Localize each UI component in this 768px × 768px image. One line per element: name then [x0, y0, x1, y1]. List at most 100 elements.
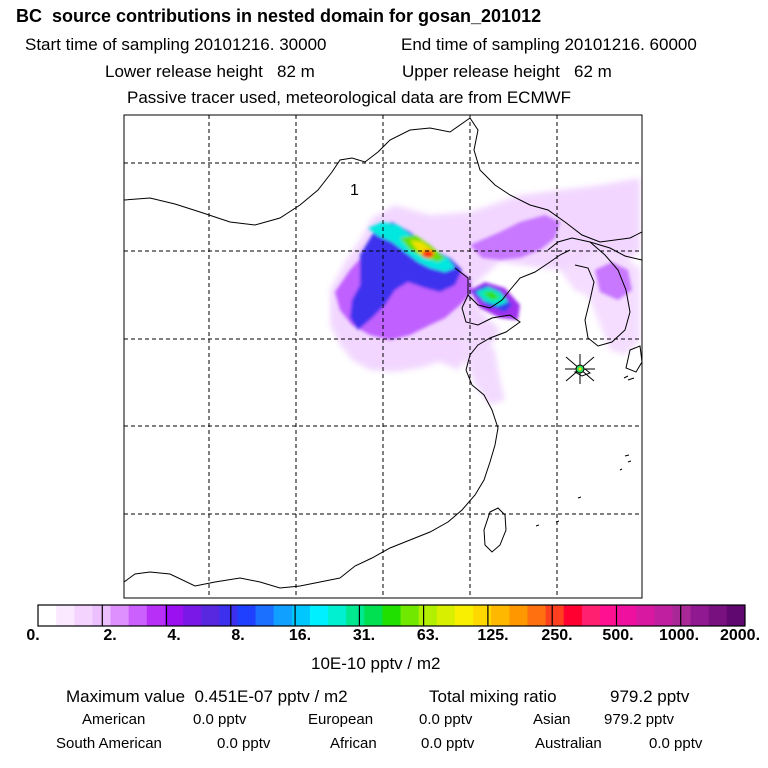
source-asian-label: Asian — [533, 711, 571, 728]
colorbar-tick-label: 250. — [541, 627, 573, 644]
colorbar-units: 10E-10 pptv / m2 — [311, 654, 441, 673]
plume-green-bohai — [482, 291, 500, 300]
map-grid — [124, 115, 642, 598]
colorbar-tick-label: 0. — [26, 627, 40, 644]
japan-kyushu — [625, 345, 642, 373]
colorbar-cell — [491, 605, 510, 626]
colorbar-cell — [56, 605, 75, 626]
plume-red-core — [422, 250, 434, 258]
colorbar-cell — [672, 605, 692, 626]
colorbar-cell — [164, 605, 184, 626]
colorbar-cell — [545, 605, 565, 626]
colorbar-cell — [273, 605, 293, 626]
colorbar-tick-label: 31. — [352, 627, 376, 644]
plume-purple-east — [595, 262, 632, 300]
release-point-label: 1 — [350, 182, 359, 199]
total-mixing-ratio-label: Total mixing ratio — [429, 687, 557, 706]
upper-release-height: Upper release height 62 m — [402, 62, 612, 81]
colorbar-cell — [563, 605, 583, 626]
colorbar-cell — [636, 605, 655, 626]
source-australian-label: Australian — [535, 735, 602, 752]
source-european-label: European — [308, 711, 374, 728]
east-china-coast — [339, 369, 499, 579]
colorbar-cell — [364, 605, 383, 626]
colorbar-cell — [708, 605, 728, 626]
lower-release-height: Lower release height 82 m — [105, 62, 315, 81]
map-area — [124, 115, 642, 598]
colorbar-cell — [436, 605, 456, 626]
plume-purple-ne — [470, 215, 560, 260]
colorbar-cell — [219, 605, 238, 626]
colorbar-cell — [346, 605, 365, 626]
colorbar-tick-label: 2. — [103, 627, 117, 644]
colorbar-tick-label: 1000. — [658, 627, 700, 644]
source-asian-value: 979.2 pptv — [604, 711, 675, 728]
concentration-field — [330, 178, 640, 405]
colorbar-cell — [128, 605, 148, 626]
plume-light-south — [460, 330, 505, 405]
colorbar-tick-label: 125. — [477, 627, 509, 644]
colorbar-tick-lines — [101, 605, 682, 626]
colorbar-cell — [146, 605, 166, 626]
colorbar-cell — [201, 605, 220, 626]
shandong-coast — [461, 294, 521, 371]
colorbar-cell — [309, 605, 329, 626]
colorbar-cell — [110, 605, 130, 626]
source-south-american-label: South American — [56, 735, 162, 752]
colorbar-cell — [291, 605, 311, 626]
tracer-info: Passive tracer used, meteorological data… — [127, 88, 572, 107]
korea-coast — [574, 241, 631, 347]
colorbar-cell — [400, 605, 420, 626]
colorbar-cell — [654, 605, 673, 626]
colorbar-cell — [581, 605, 601, 626]
colorbar-tick-label: 2000. — [719, 627, 761, 644]
colorbar-tick-label: 63. — [416, 627, 440, 644]
colorbar-cell — [473, 605, 492, 626]
colorbar-cell — [74, 605, 93, 626]
plume-blue-region — [350, 222, 462, 330]
colorbar-cell — [599, 605, 619, 626]
colorbar-tick-label: 500. — [602, 627, 634, 644]
ne-border — [469, 117, 642, 243]
source-australian-value: 0.0 pptv — [649, 735, 703, 752]
coastlines — [124, 117, 642, 589]
plot-title: BC source contributions in nested domain… — [16, 6, 542, 26]
colorbar-cell — [527, 605, 546, 626]
colorbar-cell — [618, 605, 637, 626]
colorbar-tick-label: 8. — [231, 627, 245, 644]
source-south-american-value: 0.0 pptv — [217, 735, 271, 752]
mongolia-border — [124, 117, 471, 226]
colorbar-cell — [328, 605, 347, 626]
colorbar-cell — [690, 605, 710, 626]
source-african-label: African — [330, 735, 377, 752]
source-african-value: 0.0 pptv — [421, 735, 475, 752]
colorbar-cell — [38, 605, 57, 626]
colorbar-cell — [255, 605, 275, 626]
map-frame — [123, 114, 643, 599]
colorbar-cell — [183, 605, 202, 626]
end-time-label: End time of sampling 20101216. 60000 — [401, 35, 697, 54]
colorbar-cell — [454, 605, 474, 626]
bohai-coast — [454, 249, 571, 309]
source-american-label: American — [82, 711, 146, 728]
colorbar-cell — [92, 605, 111, 626]
ryukyu-islands — [535, 375, 635, 527]
start-time-label: Start time of sampling 20101216. 30000 — [25, 35, 327, 54]
colorbar-cell — [237, 605, 256, 626]
maximum-value: Maximum value 0.451E-07 pptv / m2 — [66, 687, 348, 706]
taiwan — [483, 507, 507, 553]
colorbar-tick-label: 4. — [167, 627, 181, 644]
colorbar-frame — [37, 604, 746, 627]
total-mixing-ratio-value: 979.2 pptv — [610, 687, 690, 706]
colorbar-tick-label: 16. — [288, 627, 312, 644]
source-american-value: 0.0 pptv — [193, 711, 247, 728]
source-european-value: 0.0 pptv — [419, 711, 473, 728]
colorbar-cell — [726, 605, 746, 626]
colorbar-cell — [509, 605, 528, 626]
colorbar — [38, 605, 746, 626]
receptor-star-marker — [565, 354, 595, 384]
colorbar-cell — [418, 605, 438, 626]
colorbar-cell — [382, 605, 401, 626]
south-china-coast — [124, 571, 341, 589]
